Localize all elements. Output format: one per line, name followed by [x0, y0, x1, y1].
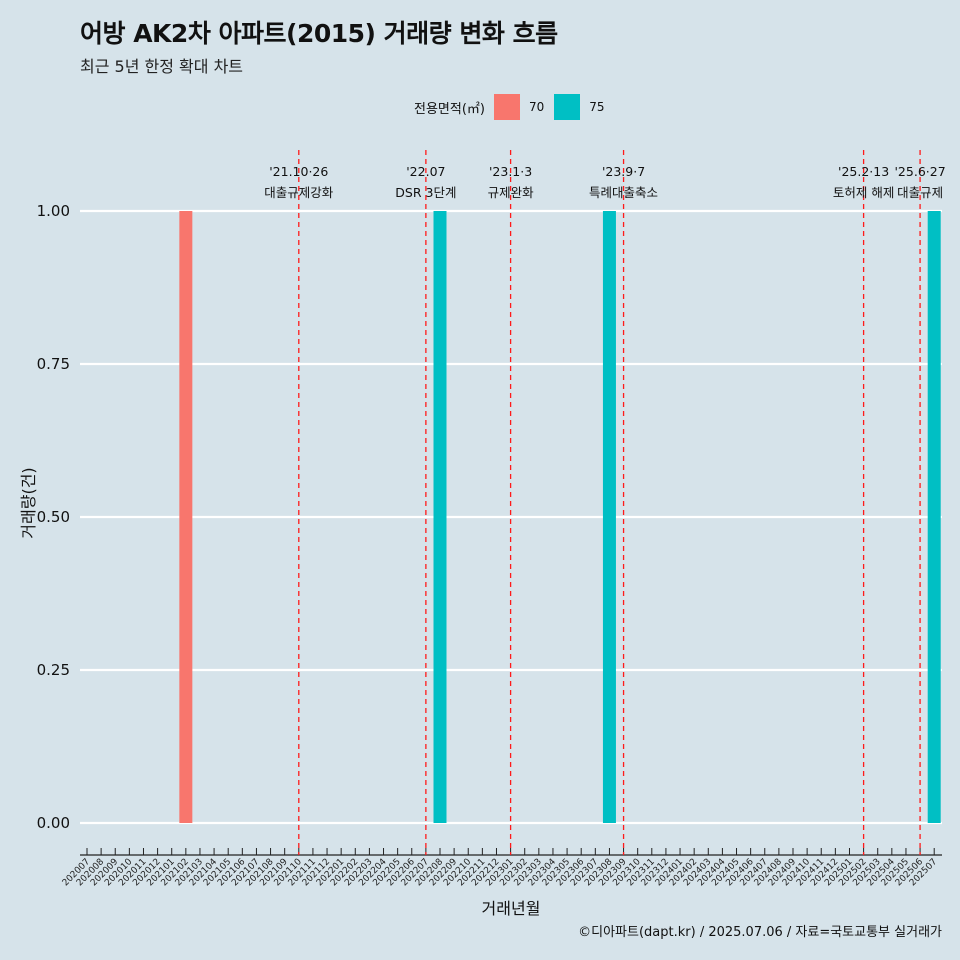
annotation-date: '25.2·13 [838, 164, 889, 179]
legend-label-75: 75 [589, 100, 605, 114]
annotation-label: 규제완화 [488, 185, 535, 200]
chart-title: 어방 AK2차 아파트(2015) 거래량 변화 흐름 [80, 19, 558, 48]
y-tick-label: 0.50 [37, 508, 70, 526]
annotation-date: '23.9·7 [602, 164, 645, 179]
legend: 전용면적(㎡) 70 75 [414, 92, 615, 122]
annotation-label: 대출규제 [897, 185, 943, 200]
legend-label-70: 70 [528, 100, 545, 114]
annotation-date: '23.1·3 [489, 164, 532, 179]
bar-75-202208 [433, 211, 447, 823]
y-tick-label: 0.25 [37, 661, 70, 679]
legend-title: 전용면적(㎡) [414, 101, 485, 117]
chart-subtitle: 최근 5년 한정 확대 차트 [80, 57, 244, 76]
bar-70-202102 [179, 211, 193, 823]
legend-swatch-70 [493, 94, 520, 120]
y-axis-title: 거래량(건) [19, 467, 38, 538]
annotation-label: 토허제 해제 [833, 185, 894, 200]
y-tick-label: 0.00 [37, 814, 70, 832]
annotation-label: 대출규제강화 [264, 185, 334, 200]
annotation-date: '25.6·27 [895, 164, 946, 179]
x-axis-title: 거래년월 [482, 899, 541, 918]
annotation-date: '21.10·26 [269, 164, 328, 179]
annotation-label: 특례대출축소 [589, 185, 658, 200]
y-tick-label: 0.75 [37, 355, 70, 373]
bar-75-202308 [602, 211, 616, 823]
legend-swatch-75 [554, 94, 581, 120]
annotation-date: '22.07 [406, 164, 445, 179]
bar-75-202507 [927, 211, 941, 823]
y-tick-label: 1.00 [37, 202, 70, 220]
source-caption: ©디아파트(dapt.kr) / 2025.07.06 / 자료=국토교통부 실… [578, 925, 942, 940]
annotation-label: DSR 3단계 [395, 185, 456, 200]
